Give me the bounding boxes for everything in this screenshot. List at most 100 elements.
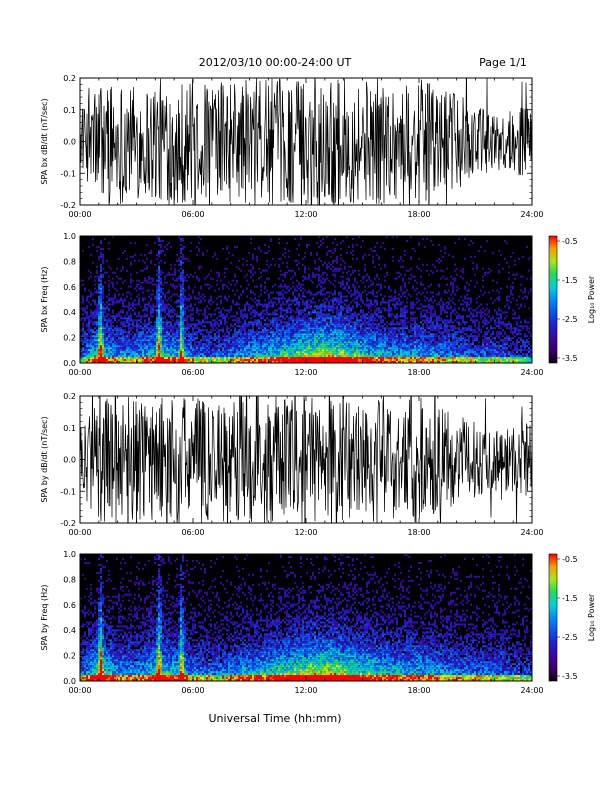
spectrogram-cell [290,335,292,338]
spectrogram-cell [130,317,132,320]
spectrogram-cell [318,273,320,276]
spectrogram-cell [120,315,122,318]
spectrogram-cell [382,315,384,318]
spectrogram-cell [126,339,128,342]
spectrogram-cell [242,341,244,344]
spectrogram-cell [294,297,296,300]
spectrogram-cell [172,311,174,314]
spectrogram-cell [202,325,204,328]
spectrogram-cell [372,321,374,324]
spectrogram-cell [118,299,120,302]
spectrogram-cell [124,299,126,302]
spectrogram-cell [138,283,140,286]
y-tick-label: -0.1 [60,169,76,178]
spectrogram-cell [156,297,158,300]
spectrogram-cell [220,337,222,340]
spectrogram-cell [98,335,100,338]
spectrogram-cell [116,299,118,302]
spectrogram-cell [296,345,298,348]
spectrogram-cell [162,359,164,362]
spectrogram-cell [370,291,372,294]
spectrogram-cell [304,303,306,306]
spectrogram-cell [334,285,336,288]
spectrogram-cell [272,351,274,354]
spectrogram-cell [106,319,108,322]
spectrogram-cell [90,359,92,362]
spectrogram-cell [116,313,118,316]
spectrogram-cell [126,353,128,356]
spectrogram-cell [352,355,354,358]
spectrogram-cell [130,329,132,332]
spectrogram-cell [128,347,130,350]
spectrogram-cell [118,337,120,340]
spectrogram-cell [294,359,296,362]
spectrogram-cell [140,331,142,334]
spectrogram-cell [120,269,122,272]
spectrogram-cell [342,347,344,350]
spectrogram-cell [106,359,108,362]
spectrogram-cell [84,341,86,344]
spectrogram-cell [374,337,376,340]
spectrogram-cell [102,345,104,348]
spectrogram-cell [286,325,288,328]
spectrogram-cell [132,327,134,330]
spectrogram-cell [376,327,378,330]
spectrogram-cell [316,273,318,276]
spectrogram-cell [264,359,266,362]
spectrogram-cell [230,345,232,348]
spectrogram-cell [262,337,264,340]
spectrogram-cell [292,353,294,356]
spectrogram-cell [230,325,232,328]
spectrogram-cell [352,253,354,256]
spectrogram-cell [174,335,176,338]
spectrogram-cell [114,359,116,362]
spectrogram-cell [146,345,148,348]
spectrogram-cell [364,337,366,340]
spectrogram-cell [142,269,144,272]
spectrogram-cell [164,337,166,340]
spectrogram-cell [182,353,184,356]
spectrogram-cell [152,355,154,358]
spectrogram-cell [102,351,104,354]
spectrogram-cell [302,353,304,356]
spectrogram-cell [270,361,272,363]
spectrogram-cell [98,329,100,332]
spectrogram-cell [214,351,216,354]
spectrogram-cell [252,323,254,326]
spectrogram-cell [182,361,184,363]
spectrogram-cell [146,349,148,352]
spectrogram-cell [96,347,98,350]
spectrogram-cell [94,327,96,330]
spectrogram-cell [170,283,172,286]
spectrogram-cell [384,359,386,362]
spectrogram-cell [182,311,184,314]
spectrogram-cell [296,361,298,363]
spectrogram-cell [232,341,234,344]
spectrogram-cell [244,323,246,326]
spectrogram-cell [292,317,294,320]
spectrogram-cell [90,331,92,334]
spectrogram-cell [306,323,308,326]
spectrogram-cell [90,341,92,344]
spectrogram-cell [280,355,282,358]
spectrogram-cell [362,335,364,338]
spectrogram-cell [236,281,238,284]
spectrogram-cell [304,295,306,298]
spectrogram-cell [368,339,370,342]
spectrogram-cell [152,309,154,312]
spectrogram-cell [182,351,184,354]
spectrogram-cell [284,297,286,300]
spectrogram-cell [102,319,104,322]
spectrogram-cell [278,241,280,244]
spectrogram-cell [108,297,110,300]
spectrogram-cell [264,291,266,294]
spectrogram-cell [318,323,320,326]
spectrogram-cell [312,353,314,356]
spectrogram-cell [162,309,164,312]
spectrogram-cell [378,353,380,356]
bx-spectrogram-panel: 00:00 06:00 12:00 18:00 24:000.00.20.40.60.8… [40,232,596,377]
spectrogram-cell [166,359,168,362]
spectrogram-cell [328,361,330,363]
spectrogram-cell [326,313,328,316]
spectrogram-cell [332,297,334,300]
